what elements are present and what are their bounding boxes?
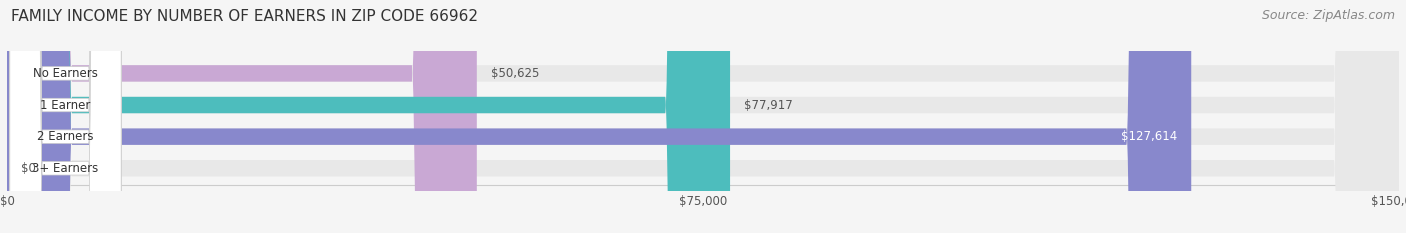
FancyBboxPatch shape bbox=[10, 0, 121, 233]
FancyBboxPatch shape bbox=[10, 0, 121, 233]
Text: 3+ Earners: 3+ Earners bbox=[32, 162, 98, 175]
FancyBboxPatch shape bbox=[10, 0, 121, 233]
Text: No Earners: No Earners bbox=[34, 67, 98, 80]
FancyBboxPatch shape bbox=[7, 0, 1399, 233]
FancyBboxPatch shape bbox=[7, 0, 1399, 233]
FancyBboxPatch shape bbox=[7, 0, 1399, 233]
Text: Source: ZipAtlas.com: Source: ZipAtlas.com bbox=[1261, 9, 1395, 22]
Text: $50,625: $50,625 bbox=[491, 67, 538, 80]
Text: $127,614: $127,614 bbox=[1121, 130, 1177, 143]
Text: FAMILY INCOME BY NUMBER OF EARNERS IN ZIP CODE 66962: FAMILY INCOME BY NUMBER OF EARNERS IN ZI… bbox=[11, 9, 478, 24]
Text: 2 Earners: 2 Earners bbox=[37, 130, 94, 143]
Text: 1 Earner: 1 Earner bbox=[41, 99, 90, 112]
FancyBboxPatch shape bbox=[7, 0, 730, 233]
Text: $77,917: $77,917 bbox=[744, 99, 793, 112]
Text: $0: $0 bbox=[21, 162, 35, 175]
FancyBboxPatch shape bbox=[7, 0, 1399, 233]
FancyBboxPatch shape bbox=[7, 0, 477, 233]
FancyBboxPatch shape bbox=[7, 0, 1191, 233]
FancyBboxPatch shape bbox=[10, 0, 121, 233]
